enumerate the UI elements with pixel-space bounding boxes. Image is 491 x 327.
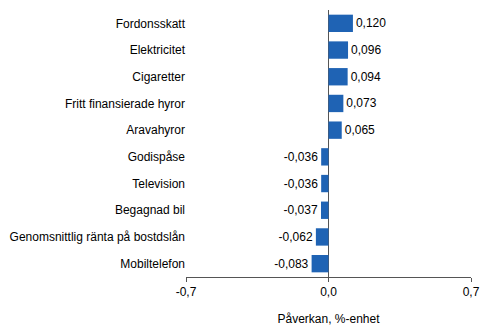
svg-text:Godispåse: Godispåse [128,150,186,164]
svg-text:Television: Television [132,177,185,191]
svg-text:0,094: 0,094 [351,70,381,84]
svg-text:Aravahyror: Aravahyror [126,123,185,137]
svg-text:0,0: 0,0 [320,285,337,299]
svg-text:-0,083: -0,083 [274,257,308,271]
svg-text:0,065: 0,065 [345,123,375,137]
svg-text:-0,036: -0,036 [284,150,318,164]
svg-text:-0,037: -0,037 [284,203,318,217]
svg-text:0,7: 0,7 [463,285,480,299]
svg-text:Påverkan, %-enhet: Påverkan, %-enhet [277,312,380,326]
svg-text:Mobiltelefon: Mobiltelefon [120,257,185,271]
svg-text:0,120: 0,120 [356,16,386,30]
svg-text:Begagnad bil: Begagnad bil [115,203,185,217]
svg-text:-0,062: -0,062 [279,230,313,244]
svg-text:Cigaretter: Cigaretter [132,70,185,84]
svg-text:-0,036: -0,036 [284,177,318,191]
svg-text:0,096: 0,096 [351,43,381,57]
svg-text:Genomsnittlig ränta på bostdsl: Genomsnittlig ränta på bostdslån [10,230,185,244]
svg-text:Fordonsskatt: Fordonsskatt [116,17,186,31]
svg-text:Elektricitet: Elektricitet [130,43,186,57]
svg-text:Fritt finansierade hyror: Fritt finansierade hyror [65,97,185,111]
svg-text:0,073: 0,073 [346,96,376,110]
svg-text:-0,7: -0,7 [176,285,197,299]
